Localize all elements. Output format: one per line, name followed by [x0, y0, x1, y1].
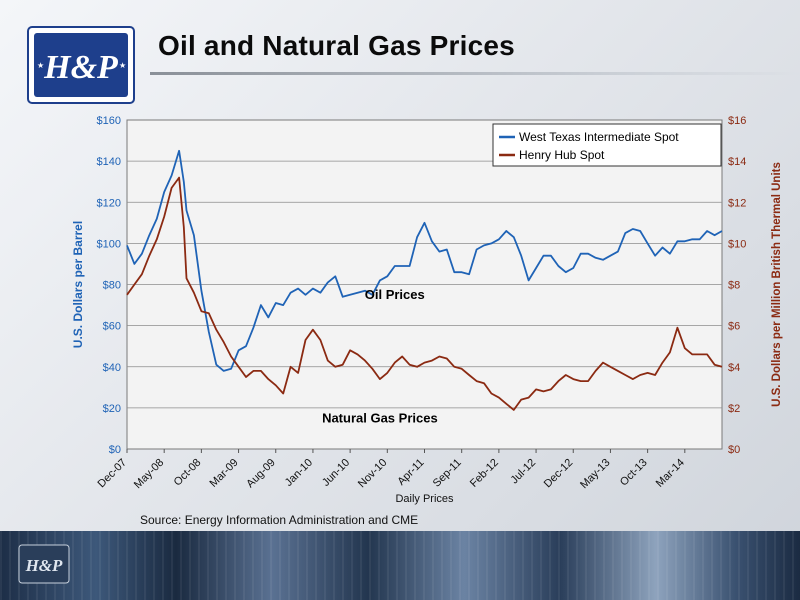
y-right-tick-label: $8 — [728, 280, 740, 292]
x-tick-label: May-13 — [578, 457, 612, 491]
y-left-tick-label: $120 — [97, 197, 121, 209]
x-tick-label: May-08 — [132, 457, 166, 491]
y-left-axis-title: U.S. Dollars per Barrel — [71, 221, 85, 348]
annotation-label: Oil Prices — [365, 287, 425, 302]
annotation-label: Natural Gas Prices — [322, 410, 438, 425]
y-left-tick-label: $80 — [103, 280, 121, 292]
x-tick-label: Dec-07 — [96, 457, 130, 491]
x-tick-label: Mar-09 — [208, 457, 241, 490]
y-left-tick-label: $20 — [103, 403, 121, 415]
y-left-tick-label: $100 — [97, 238, 121, 250]
x-tick-label: Jul-12 — [509, 457, 539, 487]
footer-logo: H&P — [18, 544, 70, 584]
y-left-tick-label: $140 — [97, 156, 121, 168]
svg-text:★: ★ — [119, 61, 126, 70]
x-tick-label: Jun-10 — [320, 457, 352, 489]
x-tick-label: Apr-11 — [395, 457, 426, 488]
price-chart: $0 $0 $20 $2 $40 $4 $60 $6 $80 $8 $100 $10 $120 $12 $1… — [71, 115, 783, 505]
y-right-tick-label: $12 — [728, 197, 746, 209]
x-tick-label: Oct-08 — [172, 457, 204, 489]
x-axis-title: Daily Prices — [395, 493, 454, 505]
y-right-tick-label: $6 — [728, 321, 740, 333]
logo-text: H&P — [43, 49, 118, 86]
y-left-tick-label: $40 — [103, 362, 121, 374]
y-right-tick-label: $16 — [728, 115, 746, 127]
legend-label: West Texas Intermediate Spot — [519, 130, 679, 144]
source-note: Source: Energy Information Administratio… — [140, 513, 419, 527]
oil-price-line — [126, 149, 723, 372]
x-tick-label: Nov-10 — [356, 457, 390, 491]
y-right-tick-label: $14 — [728, 156, 746, 168]
legend-label: Henry Hub Spot — [519, 148, 605, 162]
x-tick-label: Aug-09 — [244, 457, 278, 491]
svg-text:★: ★ — [37, 61, 44, 70]
x-tick-label: Oct-13 — [618, 457, 650, 489]
slide-title: Oil and Natural Gas Prices — [158, 30, 515, 61]
x-tick-label: Mar-14 — [654, 457, 687, 490]
y-right-tick-label: $4 — [728, 362, 740, 374]
y-right-tick-label: $10 — [728, 238, 746, 250]
title-divider — [150, 72, 800, 75]
gas-price-line — [126, 176, 723, 411]
y-left-tick-label: $60 — [103, 321, 121, 333]
y-right-axis-title: U.S. Dollars per Million British Thermal… — [771, 162, 783, 407]
footer-logo-text: H&P — [25, 556, 63, 575]
company-logo: H&P ★ ★ — [27, 26, 135, 104]
legend-box — [492, 123, 722, 167]
footer-photo-band — [0, 531, 800, 600]
y-left-tick-label: $0 — [109, 444, 121, 456]
x-tick-label: Dec-12 — [542, 457, 576, 491]
y-right-tick-label: $2 — [728, 403, 740, 415]
x-tick-label: Feb-12 — [468, 457, 501, 490]
x-tick-label: Jan-10 — [283, 457, 315, 489]
y-right-tick-label: $0 — [728, 444, 740, 456]
x-tick-label: Sep-11 — [431, 457, 464, 490]
y-left-tick-label: $160 — [97, 115, 121, 127]
